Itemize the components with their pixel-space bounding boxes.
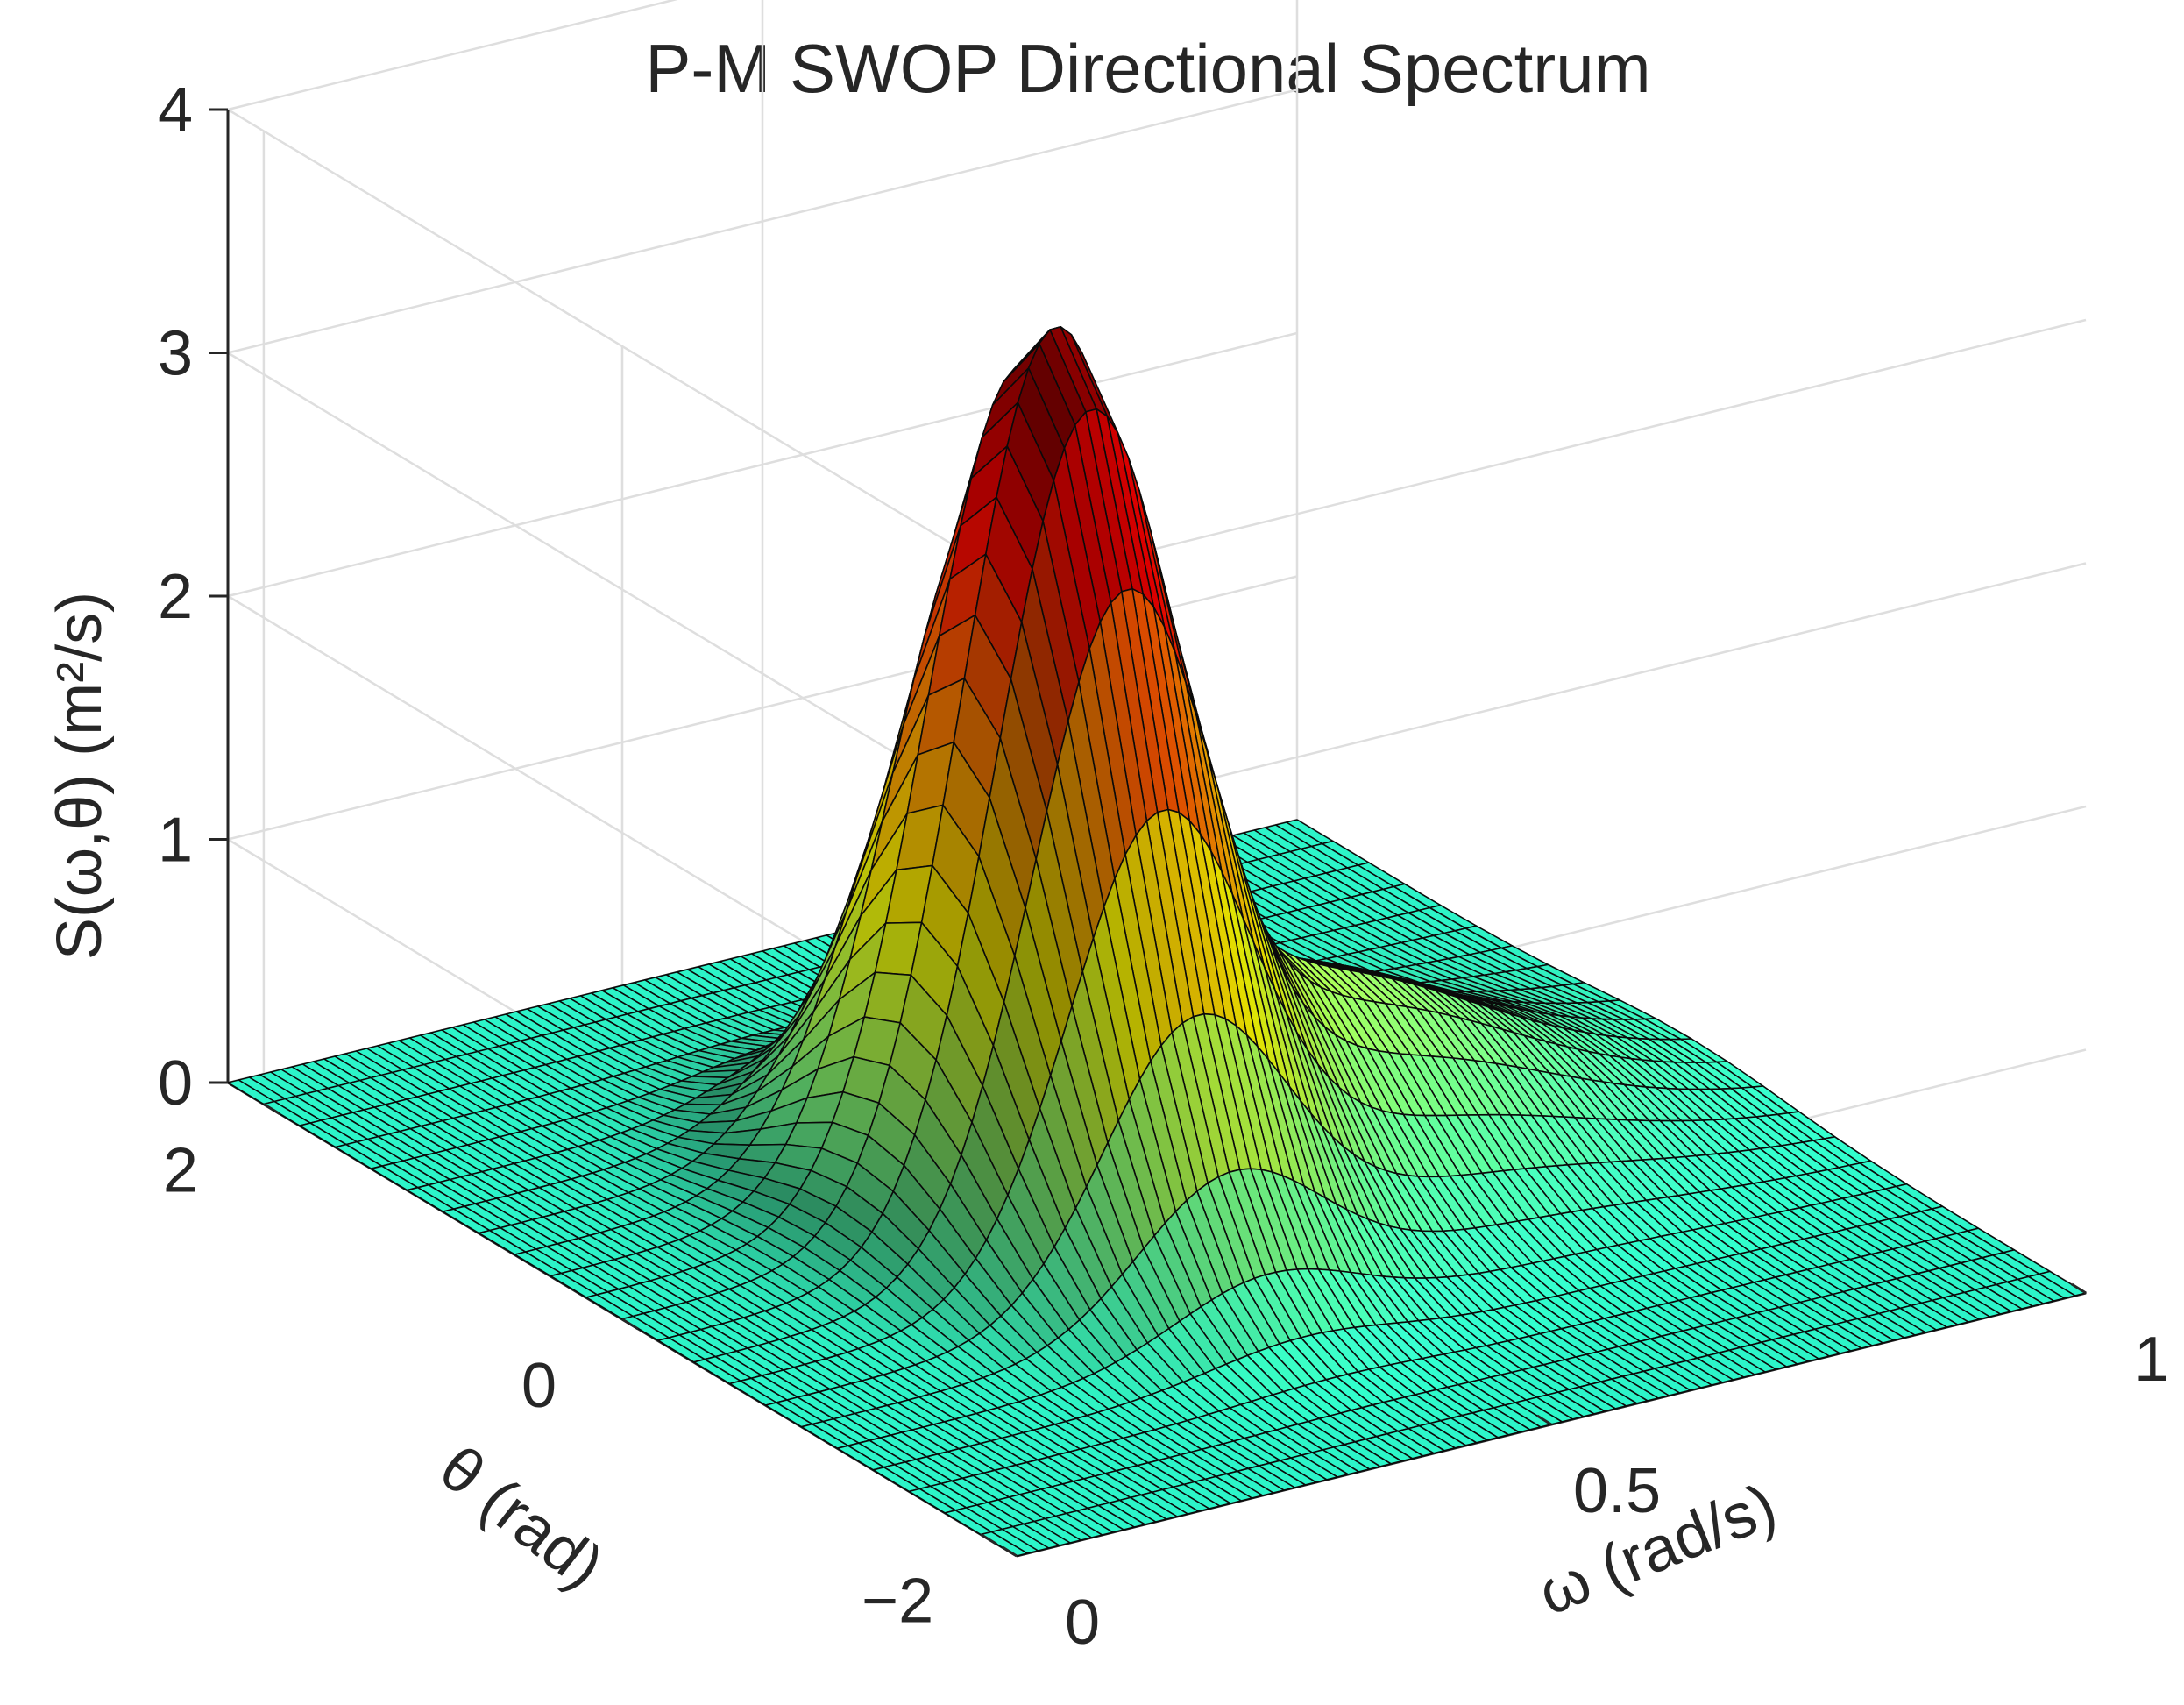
x-tick-mark	[2071, 1282, 2087, 1295]
tick-labels: 0 1 2 3 4 −2 0 2 0 0.5 1	[158, 75, 2169, 1658]
z-tick-label: 2	[158, 562, 193, 632]
z-tick-label: 3	[158, 319, 193, 389]
x-tick-mark	[1002, 1545, 1018, 1558]
grid-line-z-floor	[1016, 318, 2087, 585]
surface-mesh	[227, 325, 2087, 1557]
y-tick-mark	[621, 1318, 639, 1331]
grid-line-z	[227, 0, 678, 111]
z-axis-label: S(ω,θ) (m²/s)	[45, 592, 115, 960]
x-tick-label: 0.5	[1573, 1456, 1661, 1526]
z-tick-label: 0	[158, 1048, 193, 1119]
z-tick-label: 1	[158, 806, 193, 876]
x-tick-label: 1	[2134, 1325, 2169, 1395]
y-tick-mark	[263, 1103, 280, 1115]
y-axis-label: θ (rad)	[427, 1432, 616, 1602]
z-tick-label: 4	[158, 75, 193, 146]
x-tick-mark	[1536, 1414, 1552, 1426]
y-tick-label: 0	[521, 1351, 557, 1421]
y-tick-mark	[980, 1533, 997, 1545]
y-tick-label: 2	[163, 1136, 198, 1206]
x-tick-label: 0	[1065, 1588, 1100, 1658]
y-tick-label: −2	[862, 1566, 933, 1636]
chart-title: P-M SWOP Directional Spectrum	[645, 30, 1650, 107]
